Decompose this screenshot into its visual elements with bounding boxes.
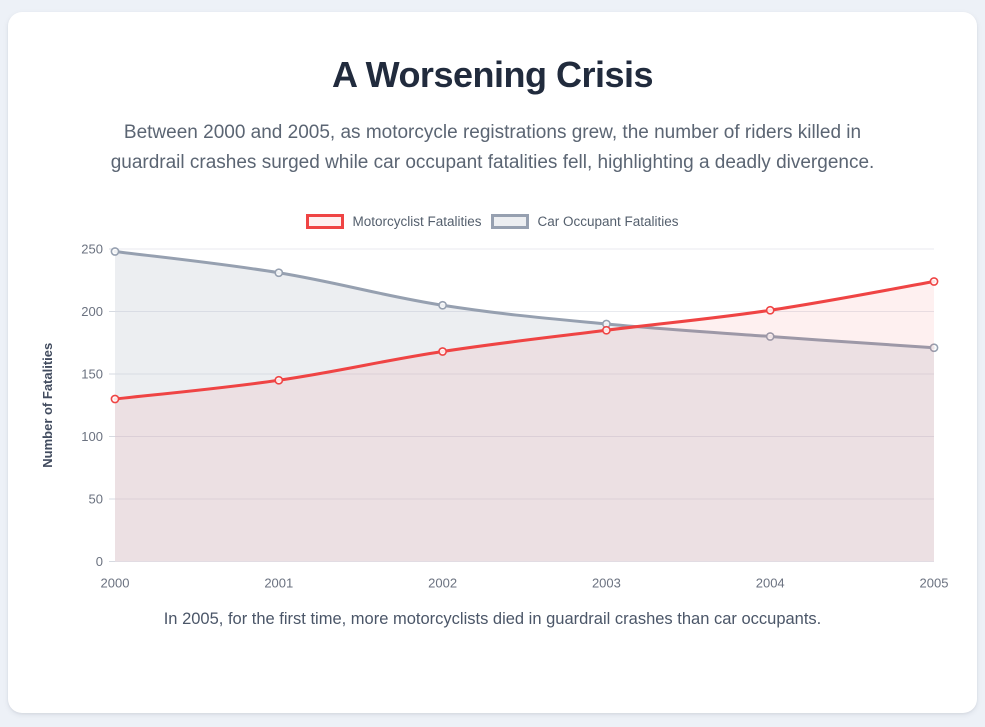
data-point xyxy=(438,300,447,310)
data-point xyxy=(765,332,775,341)
series-area xyxy=(115,251,934,562)
legend-label: Motorcyclist Fatalities xyxy=(352,214,482,229)
legend-item[interactable]: Motorcyclist Fatalities xyxy=(306,214,481,229)
legend-swatch xyxy=(491,214,530,229)
page-title: A Worsening Crisis xyxy=(331,54,654,95)
y-tick-label: 150 xyxy=(81,367,103,382)
data-point xyxy=(274,375,284,385)
y-tick-label: 50 xyxy=(89,492,103,507)
legend-swatch xyxy=(306,214,345,229)
series-line xyxy=(113,280,936,401)
x-tick-label: 2005 xyxy=(920,576,949,591)
x-tick-label: 2003 xyxy=(592,576,621,591)
y-tick-label: 200 xyxy=(81,304,103,319)
data-point xyxy=(929,343,939,353)
chart-subtitle: Between 2000 and 2005, as motorcycle reg… xyxy=(110,122,875,173)
data-point xyxy=(929,277,939,286)
series-line xyxy=(113,250,936,350)
y-tick-label: 0 xyxy=(96,554,103,569)
series-area xyxy=(115,281,934,562)
y-axis-title: Number of Fatalities xyxy=(40,343,55,468)
legend-label: Car Occupant Fatalities xyxy=(537,214,679,229)
x-tick-label: 2004 xyxy=(756,576,785,591)
chart-card: A Worsening Crisis Between 2000 and 2005… xyxy=(8,12,977,713)
x-tick-label: 2000 xyxy=(101,576,130,591)
y-tick-label: 250 xyxy=(81,242,103,257)
chart-footer-caption: In 2005, for the first time, more motorc… xyxy=(163,610,822,628)
data-point xyxy=(765,305,775,315)
data-point xyxy=(110,247,120,256)
data-point xyxy=(438,347,447,356)
y-tick-label: 100 xyxy=(81,429,103,444)
data-point xyxy=(274,268,284,278)
data-point xyxy=(602,325,611,335)
line-chart: 0 50 100 150 200 250 2000 2001 2002 2003 2004 2005 N… xyxy=(36,235,957,598)
chart-legend: Motorcyclist Fatalities Car Occupant Fata… xyxy=(28,214,957,229)
x-tick-label: 2002 xyxy=(428,576,457,591)
x-tick-label: 2001 xyxy=(264,576,293,591)
legend-item[interactable]: Car Occupant Fatalities xyxy=(491,214,679,229)
data-point xyxy=(110,394,120,404)
chart-canvas: 0 50 100 150 200 250 2000 2001 2002 2003 2004 2005 N… xyxy=(40,242,949,591)
